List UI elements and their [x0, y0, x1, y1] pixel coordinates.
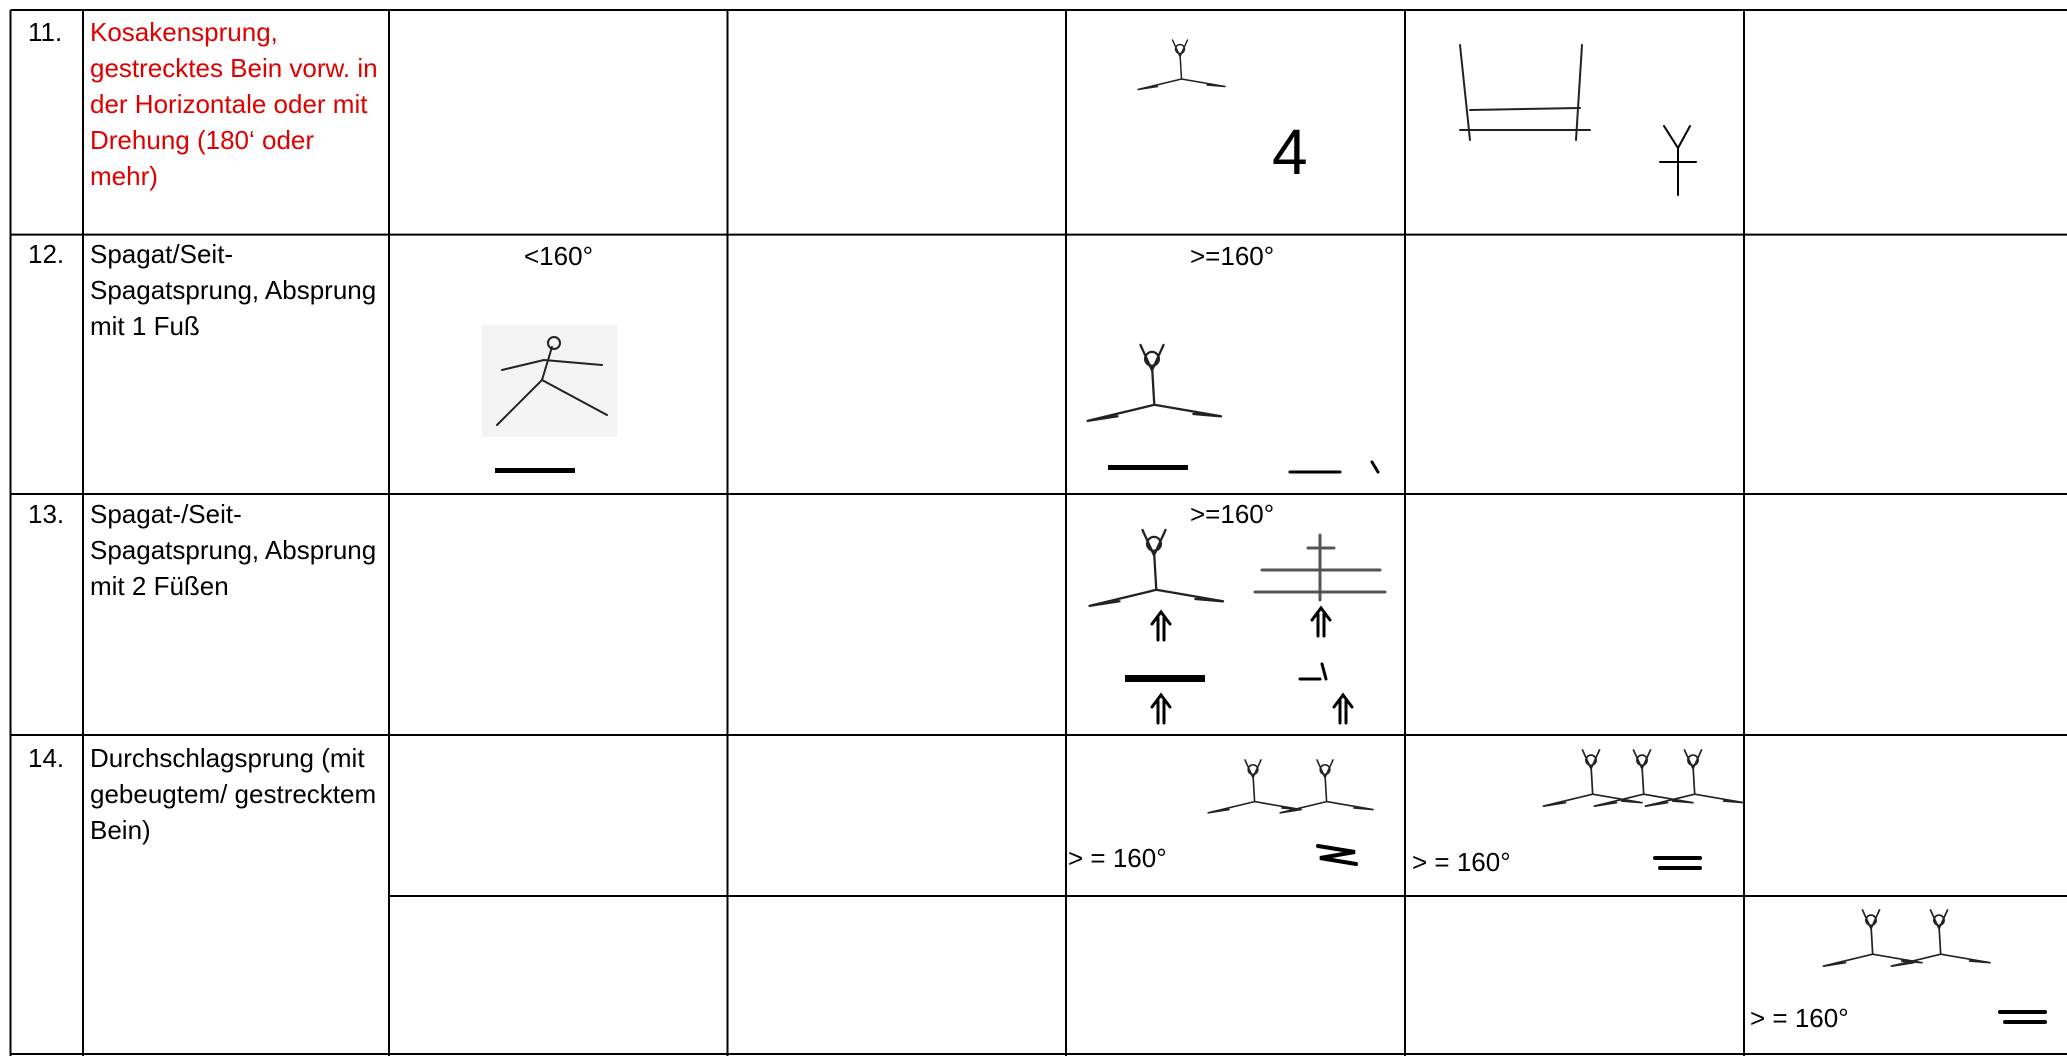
note: <160° — [524, 241, 593, 271]
symbol — [1125, 675, 1205, 682]
figure — [1253, 533, 1387, 602]
row-number: 14. — [28, 743, 65, 773]
symbol — [495, 468, 575, 473]
note: >=160° — [1190, 499, 1275, 529]
note: > = 160° — [1068, 843, 1167, 873]
row-number: 13. — [28, 499, 65, 529]
note: > = 160° — [1750, 1003, 1849, 1033]
row-label: Kosakensprung, gestrecktes Bein vorw. in… — [90, 17, 378, 191]
symbol — [1288, 460, 1380, 474]
symbol — [1150, 610, 1172, 642]
figure — [1822, 909, 1991, 967]
figure — [1207, 759, 1374, 814]
symbol — [1108, 465, 1188, 470]
figure — [482, 325, 617, 437]
row-label: Durchschlagsprung (mit gebeugtem/ gestre… — [90, 743, 377, 845]
figure — [1542, 749, 1745, 807]
symbol: 4 — [1272, 116, 1308, 188]
symbol — [1298, 662, 1328, 681]
symbol — [1316, 844, 1358, 866]
figure — [1088, 528, 1225, 608]
row-number: 12. — [28, 239, 65, 269]
row-label: Spagat-/Seit-Spagatsprung, Absprung mit … — [90, 499, 377, 601]
note: >=160° — [1190, 241, 1275, 271]
symbol — [1653, 856, 1702, 870]
symbol — [1659, 125, 1697, 196]
symbol — [1332, 693, 1354, 725]
row-label: Spagat/Seit-Spagatsprung, Absprung mit 1… — [90, 239, 377, 341]
figure — [1086, 343, 1223, 423]
figure — [1137, 39, 1226, 91]
symbol — [1998, 1010, 2047, 1024]
symbol — [1310, 606, 1332, 638]
note: > = 160° — [1412, 847, 1511, 877]
row-number: 11. — [28, 17, 63, 47]
figure — [1459, 44, 1591, 141]
symbol — [1150, 693, 1172, 725]
